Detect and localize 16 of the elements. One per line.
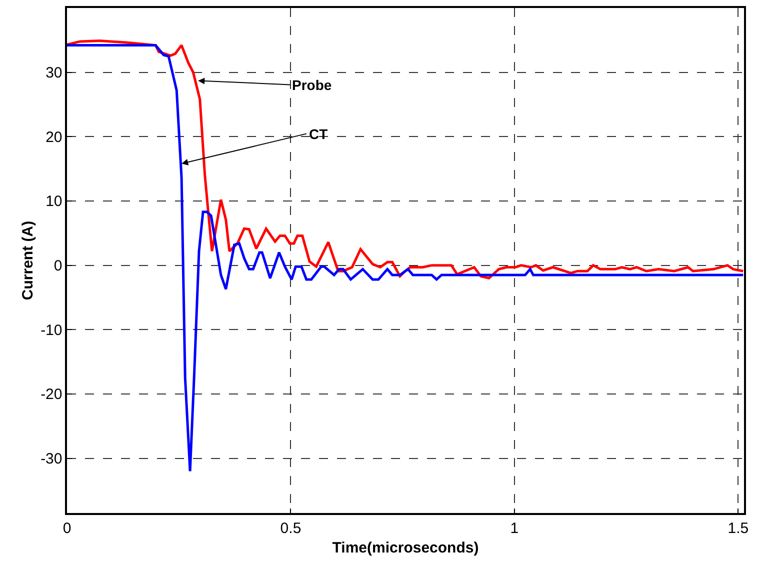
- line-series: [67, 40, 744, 280]
- y-tick-label: -10: [40, 322, 62, 339]
- y-tick-label: -20: [40, 386, 62, 404]
- y-tick-label: 30: [46, 64, 62, 82]
- x-tick-label: 1.5: [728, 520, 749, 537]
- y-tick-label: 10: [46, 193, 62, 210]
- annotation: Probe: [292, 77, 332, 93]
- x-tick-label: 1: [510, 520, 519, 537]
- y-tick-label: 20: [46, 128, 62, 146]
- y-axis-title: Current (A): [19, 220, 36, 300]
- y-tick-label: 0: [54, 258, 62, 275]
- line-series: [67, 44, 744, 472]
- y-tick-label: -30: [40, 450, 62, 468]
- x-axis-title: Time(microseconds): [332, 539, 479, 556]
- x-tick-label: 0.5: [280, 520, 302, 537]
- annotation: CT: [309, 126, 328, 142]
